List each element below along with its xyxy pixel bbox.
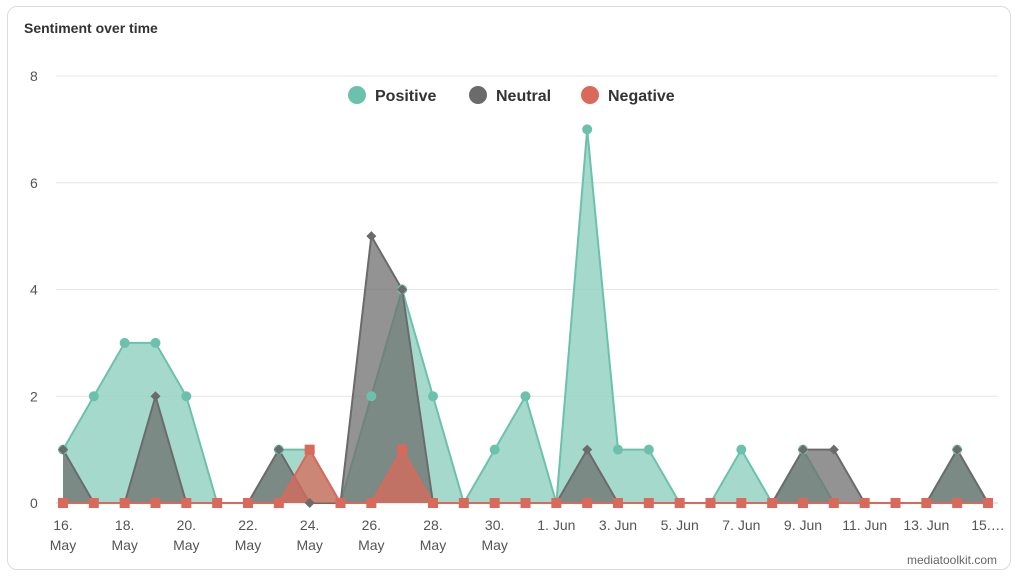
- neutral-point: [150, 391, 161, 402]
- negative-point: [58, 498, 68, 508]
- positive-point: [150, 337, 161, 348]
- x-tick-label: May: [173, 537, 199, 553]
- x-tick-label: 3. Jun: [599, 517, 637, 533]
- neutral-area: [63, 236, 988, 503]
- legend-item-neutral[interactable]: Neutral: [469, 86, 551, 105]
- negative-point: [397, 444, 408, 455]
- positive-point: [88, 391, 99, 402]
- x-tick-label: 30.: [485, 517, 504, 533]
- credit-text: mediatoolkit.com: [907, 553, 997, 567]
- neutral-point: [366, 231, 377, 242]
- x-tick-label: 15.…: [971, 517, 1004, 533]
- y-tick-label: 6: [30, 175, 38, 191]
- x-tick-label: May: [111, 537, 137, 553]
- negative-point: [551, 498, 562, 508]
- x-tick-label: 1. Jun: [537, 517, 575, 533]
- y-tick-label: 2: [30, 388, 38, 404]
- neutral-point: [304, 498, 315, 508]
- neutral-point: [798, 444, 808, 455]
- y-tick-label: 8: [30, 68, 38, 84]
- x-tick-label: 13. Jun: [903, 517, 949, 533]
- negative-point: [643, 498, 654, 508]
- negative-point: [212, 498, 223, 508]
- negative-point: [458, 498, 469, 508]
- negative-point: [705, 498, 716, 508]
- negative-point: [859, 498, 870, 508]
- negative-point: [520, 498, 531, 508]
- positive-point: [428, 391, 438, 402]
- negative-point: [489, 498, 500, 508]
- positive-point: [520, 391, 531, 402]
- x-tick-label: 16.: [53, 517, 72, 533]
- legend-item-positive[interactable]: Positive: [348, 86, 436, 105]
- positive-point: [582, 124, 593, 135]
- x-tick-label: May: [296, 537, 322, 553]
- x-tick-label: 18.: [115, 517, 134, 533]
- positive-point: [736, 444, 747, 455]
- x-tick-label: May: [420, 537, 446, 553]
- negative-point: [273, 498, 284, 508]
- x-tick-label: 20.: [177, 517, 196, 533]
- x-tick-label: 11. Jun: [842, 517, 887, 533]
- negative-point: [674, 498, 685, 508]
- positive-point: [119, 337, 130, 348]
- negative-point: [736, 498, 747, 508]
- x-tick-label: 9. Jun: [784, 517, 822, 533]
- x-tick-label: May: [358, 537, 384, 553]
- legend: Positive Neutral Negative: [348, 86, 675, 105]
- x-tick-label: 28.: [423, 517, 442, 533]
- x-tick-label: May: [235, 537, 261, 553]
- y-tick-label: 0: [30, 495, 38, 511]
- negative-point: [428, 498, 438, 508]
- legend-label-positive: Positive: [375, 88, 436, 105]
- x-tick-label: May: [481, 537, 507, 553]
- x-tick-label: 5. Jun: [661, 517, 699, 533]
- negative-point: [828, 498, 839, 508]
- negative-point: [304, 444, 315, 455]
- neutral-point: [952, 444, 963, 455]
- x-tick-label: May: [50, 537, 76, 553]
- y-tick-label: 4: [30, 282, 38, 298]
- negative-point: [150, 498, 161, 508]
- x-tick-label: 26.: [362, 517, 381, 533]
- negative-area: [63, 449, 988, 503]
- neutral-point: [58, 444, 68, 455]
- x-tick-label: 7. Jun: [722, 517, 760, 533]
- positive-series: [62, 128, 989, 504]
- positive-point: [643, 444, 654, 455]
- negative-point: [243, 498, 253, 508]
- negative-point: [767, 498, 778, 508]
- legend-label-neutral: Neutral: [496, 88, 551, 105]
- positive-point: [181, 391, 192, 402]
- negative-point: [181, 498, 192, 508]
- neutral-point: [582, 444, 593, 455]
- negative-point: [890, 498, 901, 508]
- negative-point: [88, 498, 99, 508]
- negative-point: [983, 498, 993, 508]
- positive-point: [366, 391, 377, 402]
- legend-marker-neutral: [469, 86, 487, 104]
- neutral-point: [273, 444, 284, 455]
- negative-point: [952, 498, 963, 508]
- negative-point: [582, 498, 593, 508]
- negative-point: [921, 498, 932, 508]
- negative-point: [798, 498, 808, 508]
- positive-point: [613, 444, 623, 455]
- x-tick-label: 24.: [300, 517, 319, 533]
- legend-marker-negative: [581, 86, 599, 104]
- legend-label-negative: Negative: [608, 88, 675, 105]
- negative-point: [119, 498, 130, 508]
- neutral-point: [828, 444, 839, 455]
- negative-point: [335, 498, 346, 508]
- legend-item-negative[interactable]: Negative: [581, 86, 675, 105]
- legend-marker-positive: [348, 86, 366, 104]
- x-tick-label: 22.: [238, 517, 257, 533]
- chart-title: Sentiment over time: [24, 20, 158, 36]
- negative-point: [613, 498, 623, 508]
- neutral-point: [397, 284, 408, 295]
- positive-point: [489, 444, 500, 455]
- negative-point: [366, 498, 377, 508]
